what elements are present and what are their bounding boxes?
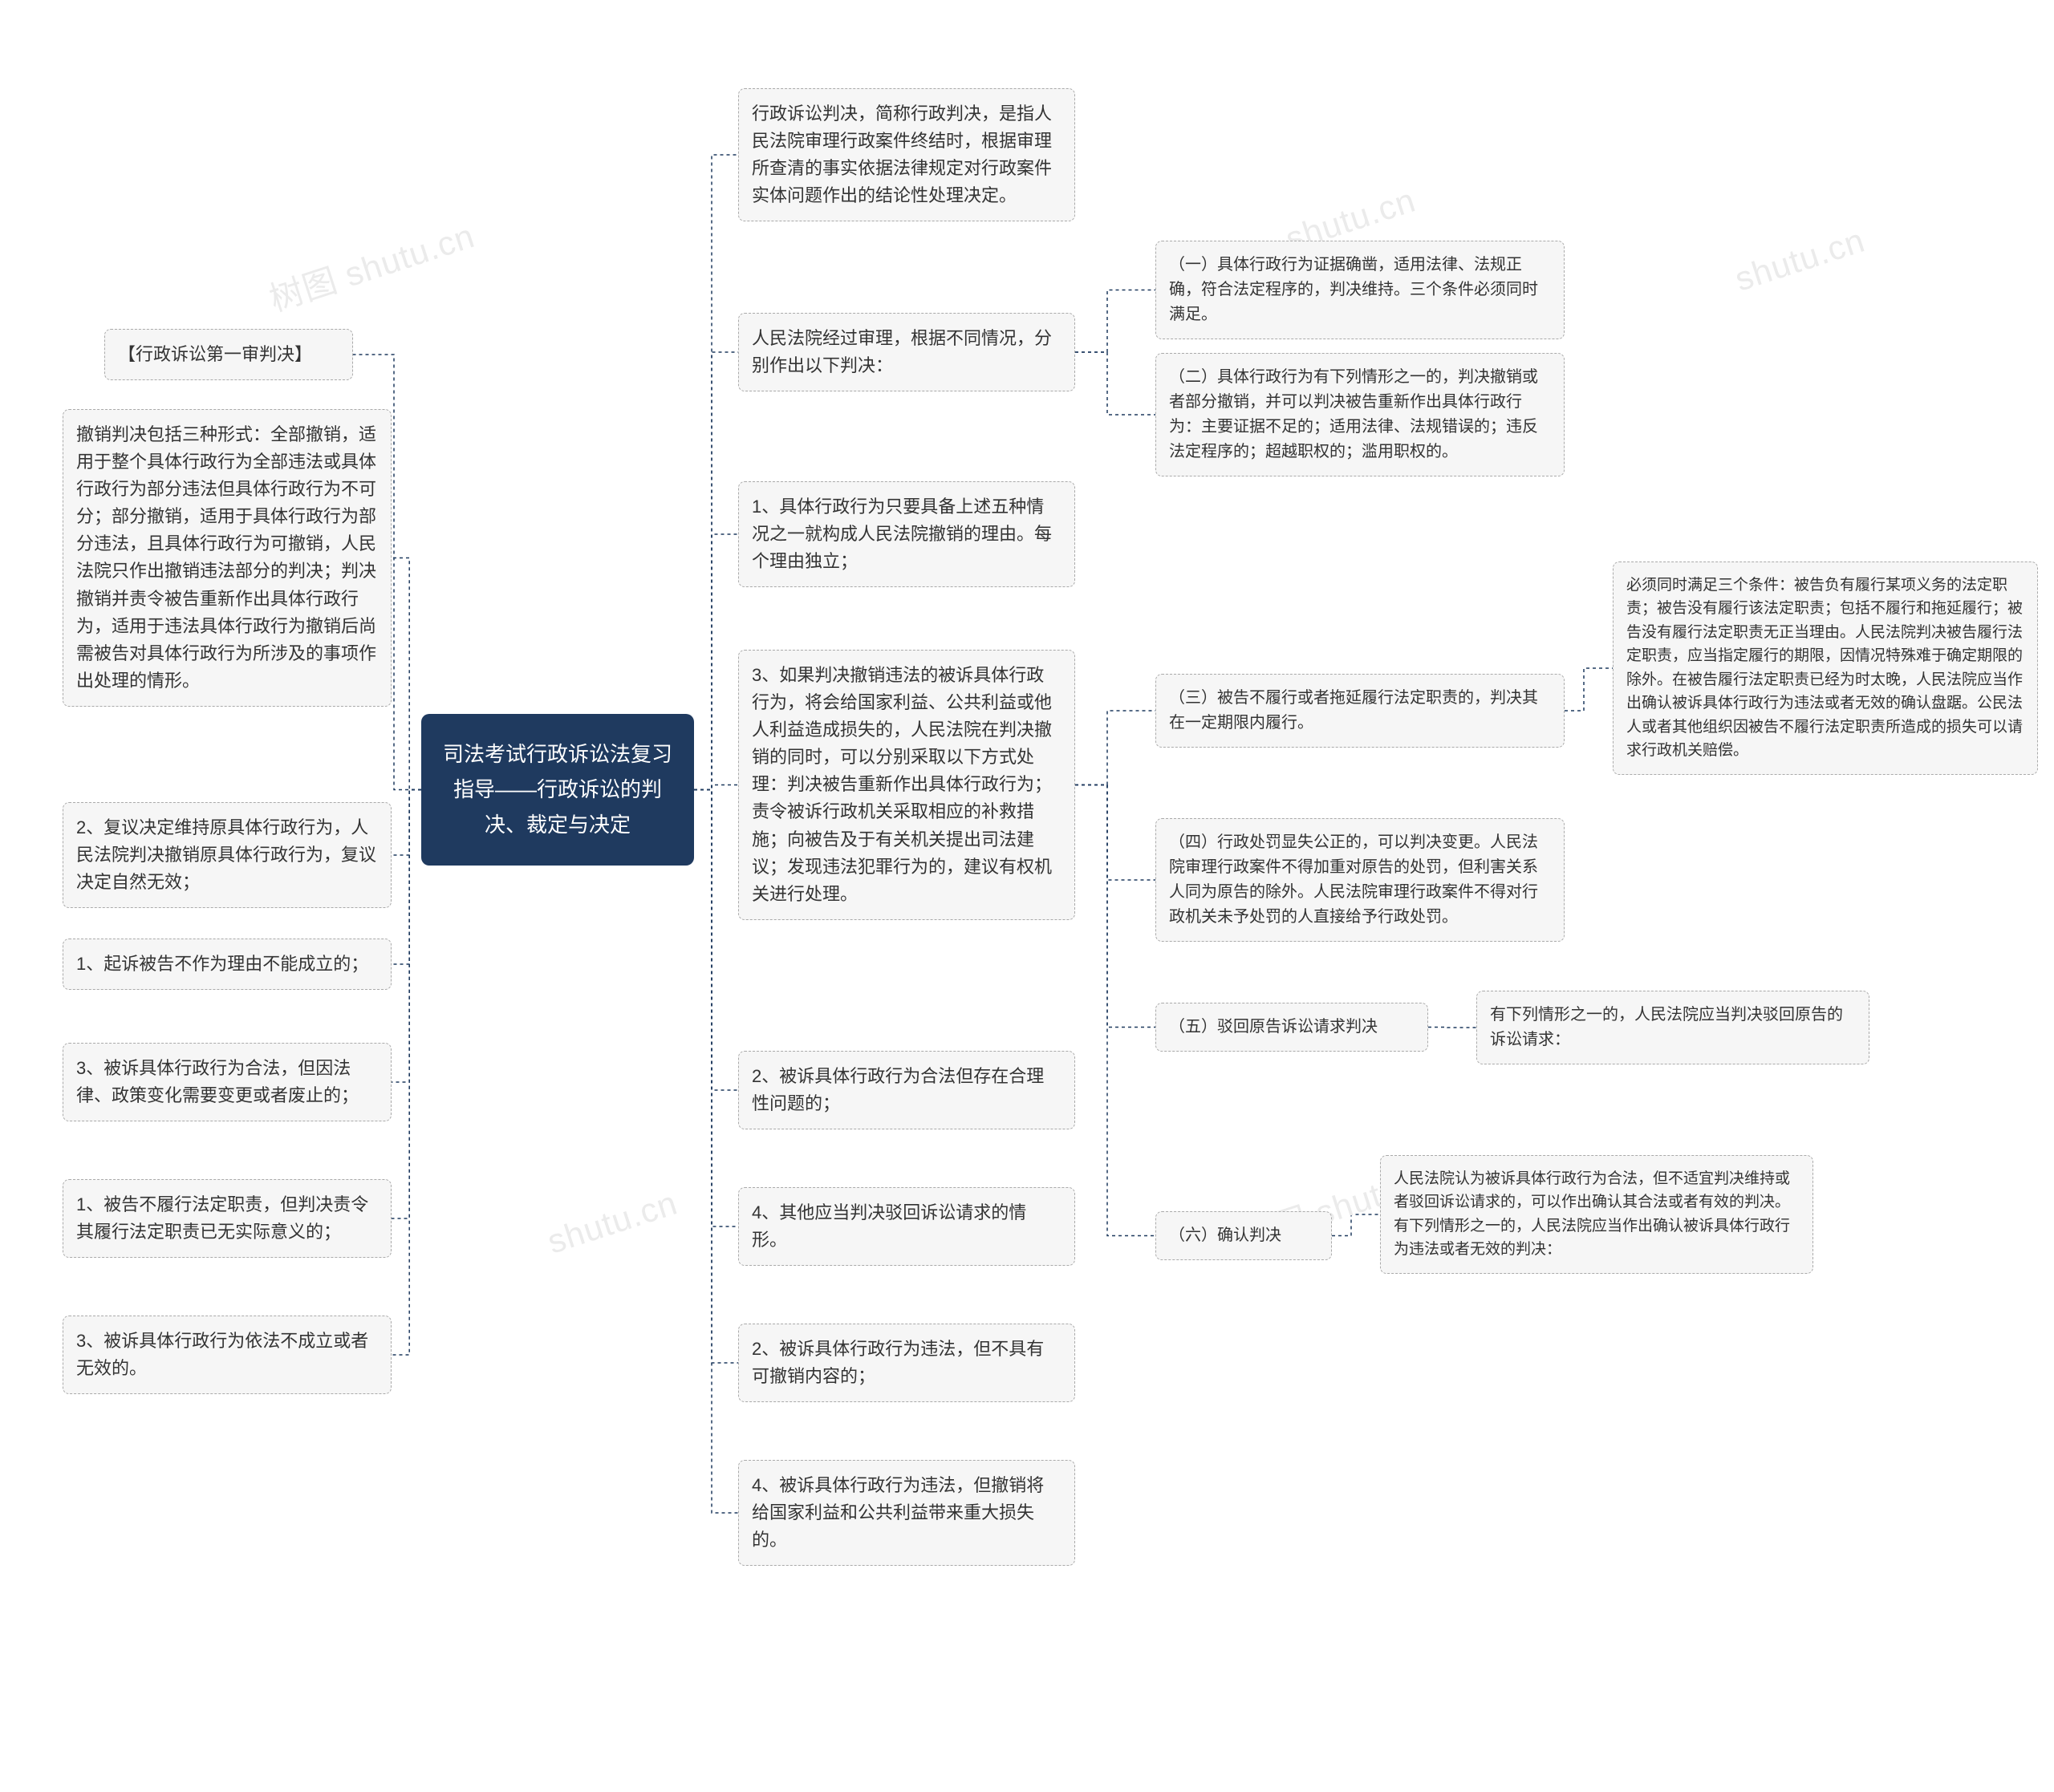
left-node: 撤销判决包括三种形式：全部撤销，适用于整个具体行政行为全部违法或具体行政行为部分… [63,409,392,707]
center-node: 司法考试行政诉讼法复习指导——行政诉讼的判决、裁定与决定 [421,714,694,866]
far-right-node: （二）具体行政行为有下列情形之一的，判决撤销或者部分撤销，并可以判决被告重新作出… [1155,353,1565,476]
far-right-detail: 人民法院认为被诉具体行政行为合法，但不适宜判决维持或者驳回诉讼请求的，可以作出确… [1380,1155,1813,1274]
right-node: 4、其他应当判决驳回诉讼请求的情形。 [738,1187,1075,1266]
far-right-node: （一）具体行政行为证据确凿，适用法律、法规正确，符合法定程序的，判决维持。三个条… [1155,241,1565,339]
mindmap-canvas: 树图 shutu.cn shutu.cn 树图 shutu.cn shutu.c… [32,32,2022,1760]
right-node: 1、具体行政行为只要具备上述五种情况之一就构成人民法院撤销的理由。每个理由独立； [738,481,1075,587]
watermark: 树图 shutu.cn [262,209,480,321]
right-node: 2、被诉具体行政行为合法但存在合理性问题的； [738,1051,1075,1129]
watermark: shutu.cn [1731,221,1869,298]
left-node: 3、被诉具体行政行为合法，但因法律、政策变化需要变更或者废止的； [63,1043,392,1121]
far-right-detail: 有下列情形之一的，人民法院应当判决驳回原告的诉讼请求： [1476,991,1869,1064]
far-right-node: （三）被告不履行或者拖延履行法定职责的，判决其在一定期限内履行。 [1155,674,1565,748]
far-right-node: （四）行政处罚显失公正的，可以判决变更。人民法院审理行政案件不得加重对原告的处罚… [1155,818,1565,942]
watermark: shutu.cn [543,1183,682,1261]
far-right-detail: 必须同时满足三个条件：被告负有履行某项义务的法定职责；被告没有履行该法定职责；包… [1613,562,2038,775]
left-node-title: 【行政诉讼第一审判决】 [104,329,353,380]
far-right-node: （六）确认判决 [1155,1211,1332,1260]
right-node: 行政诉讼判决，简称行政判决，是指人民法院审理行政案件终结时，根据审理所查清的事实… [738,88,1075,221]
right-node: 4、被诉具体行政行为违法，但撤销将给国家利益和公共利益带来重大损失的。 [738,1460,1075,1566]
right-node: 3、如果判决撤销违法的被诉具体行政行为，将会给国家利益、公共利益或他人利益造成损… [738,650,1075,920]
left-node: 3、被诉具体行政行为依法不成立或者无效的。 [63,1316,392,1394]
left-node: 2、复议决定维持原具体行政行为，人民法院判决撤销原具体行政行为，复议决定自然无效… [63,802,392,908]
far-right-node: （五）驳回原告诉讼请求判决 [1155,1003,1428,1052]
right-node: 2、被诉具体行政行为违法，但不具有可撤销内容的； [738,1324,1075,1402]
right-node: 人民法院经过审理，根据不同情况，分别作出以下判决： [738,313,1075,391]
left-node: 1、起诉被告不作为理由不能成立的； [63,939,392,990]
left-node: 1、被告不履行法定职责，但判决责令其履行法定职责已无实际意义的； [63,1179,392,1258]
